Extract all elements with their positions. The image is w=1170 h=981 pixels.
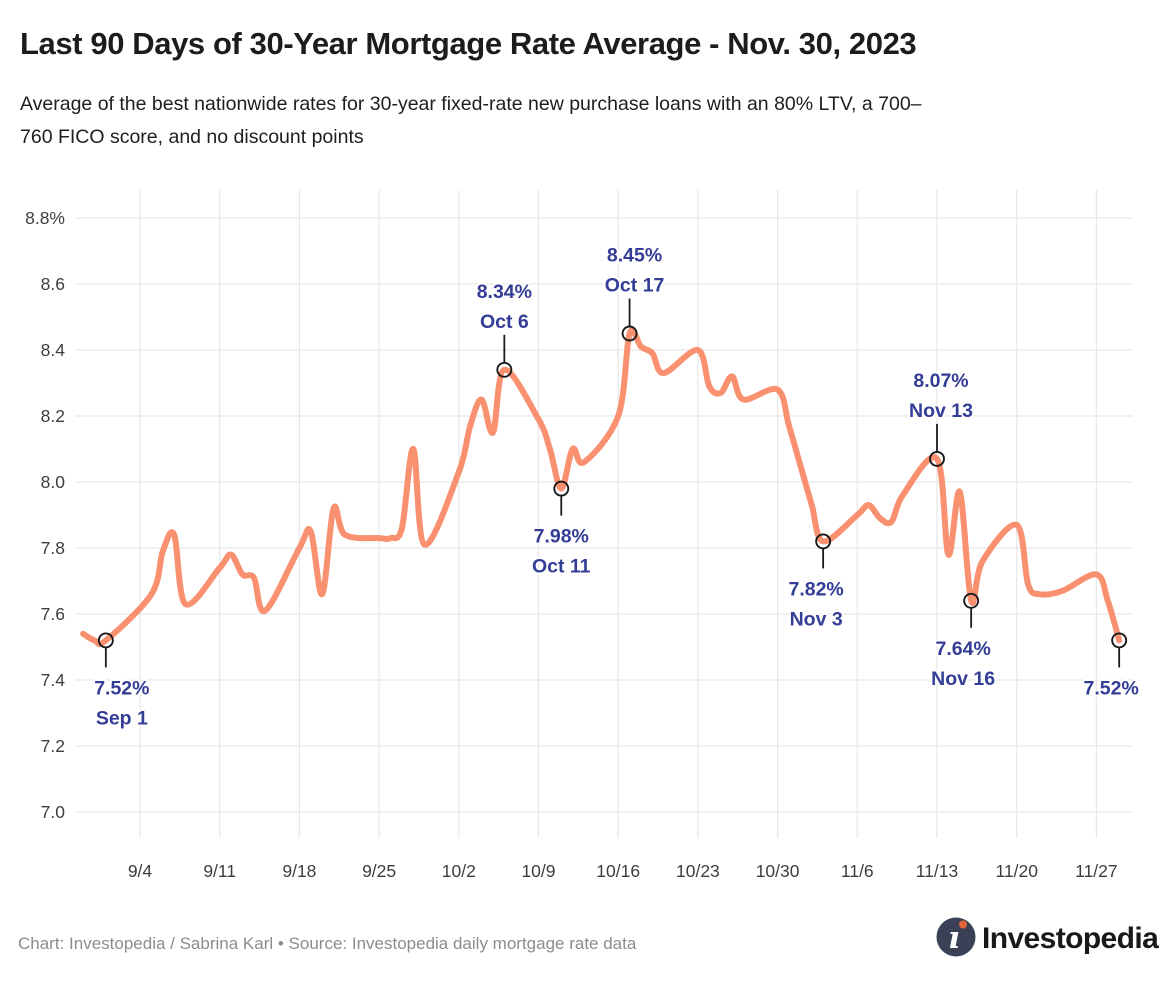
logo-i-glyph: ı	[948, 920, 960, 956]
data-point-marker	[1111, 632, 1128, 649]
x-axis-tick-label: 9/25	[362, 861, 396, 881]
data-point-marker	[496, 361, 513, 378]
x-axis-tick-label: 9/4	[128, 861, 153, 881]
annotation-rate: 8.45%	[607, 245, 662, 267]
annotation-rate: 7.98%	[534, 526, 589, 548]
data-point-marker	[553, 480, 570, 497]
y-axis-tick-label: 8.2	[41, 406, 65, 426]
investopedia-logo: ı Investopedia	[936, 917, 1160, 957]
y-axis-tick-label: 7.2	[41, 736, 65, 756]
logo-wordmark: Investopedia	[982, 922, 1159, 955]
x-axis-tick-label: 9/11	[203, 861, 236, 881]
data-point-marker	[621, 325, 638, 342]
y-axis-tick-label: 7.4	[41, 670, 66, 690]
data-point-marker	[815, 533, 832, 550]
x-axis-tick-label: 9/18	[282, 861, 316, 881]
annotation-date: Oct 11	[532, 556, 591, 578]
y-axis-tick-label: 8.8%	[25, 208, 65, 228]
y-axis-tick-label: 7.0	[41, 802, 66, 822]
annotation-date: Nov 16	[931, 668, 995, 690]
x-axis-tick-label: 10/16	[596, 861, 640, 881]
x-axis-tick-label: 11/27	[1075, 861, 1118, 881]
annotation-rate: 7.82%	[788, 578, 843, 600]
y-axis-tick-label: 8.4	[41, 340, 66, 360]
annotation-date: Oct 17	[605, 275, 665, 297]
annotation-rate: 7.64%	[936, 638, 991, 660]
rate-line	[80, 327, 1123, 648]
annotation-rate: 7.52%	[1084, 677, 1139, 699]
y-axis-tick-label: 7.8	[41, 538, 65, 558]
annotation-date: Sep 1	[96, 707, 148, 729]
x-axis-tick-label: 10/2	[442, 861, 476, 881]
annotation-rate: 8.07%	[913, 370, 968, 392]
subtitle-line-2: 760 FICO score, and no discount points	[20, 126, 364, 148]
x-axis-tick-label: 11/6	[841, 861, 874, 881]
annotation-date: Nov 3	[790, 608, 843, 630]
x-axis-tick-label: 11/20	[995, 861, 1038, 881]
y-axis-tick-label: 8.6	[41, 274, 65, 294]
x-axis-tick-label: 10/30	[756, 861, 800, 881]
logo-i-dot-icon	[959, 920, 967, 929]
annotation-date: Oct 6	[480, 311, 529, 333]
x-axis-tick-label: 11/13	[916, 861, 959, 881]
data-point-marker	[97, 632, 114, 649]
chart-subtitle: Average of the best nationwide rates for…	[20, 88, 1140, 154]
chart-credit: Chart: Investopedia / Sabrina Karl • Sou…	[18, 934, 637, 953]
data-point-marker	[929, 450, 945, 467]
annotation-rate: 7.52%	[94, 677, 149, 699]
subtitle-line-1: Average of the best nationwide rates for…	[20, 93, 922, 115]
y-axis-tick-label: 8.0	[41, 472, 66, 492]
data-point-marker	[963, 592, 980, 609]
annotation-rate: 8.34%	[477, 281, 532, 303]
annotation-date: Nov 13	[909, 400, 973, 422]
x-axis-tick-label: 10/23	[676, 861, 720, 881]
y-axis-tick-label: 7.6	[41, 604, 65, 624]
x-axis-tick-label: 10/9	[521, 861, 555, 881]
page-title: Last 90 Days of 30-Year Mortgage Rate Av…	[20, 26, 917, 61]
